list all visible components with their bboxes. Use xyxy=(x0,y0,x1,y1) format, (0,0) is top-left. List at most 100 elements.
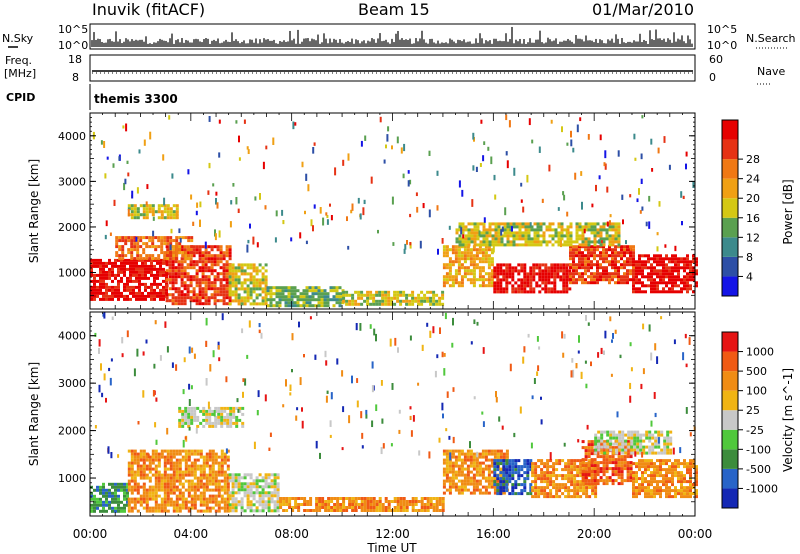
data-cell xyxy=(454,248,458,252)
data-cell xyxy=(384,299,388,303)
data-cell xyxy=(520,483,524,487)
data-cell xyxy=(481,470,485,474)
data-cell xyxy=(438,509,442,512)
data-cell xyxy=(210,263,214,267)
data-cell xyxy=(381,299,385,303)
data-cell xyxy=(229,412,233,416)
data-cell xyxy=(478,245,482,249)
colorbar-tick-label: 8 xyxy=(746,251,753,264)
data-cell xyxy=(595,184,597,192)
data-cell xyxy=(460,251,464,255)
data-cell xyxy=(90,258,93,262)
data-cell xyxy=(432,296,436,300)
data-cell xyxy=(487,278,491,282)
data-cell xyxy=(573,462,577,466)
data-cell xyxy=(518,234,522,238)
data-cell xyxy=(460,467,464,471)
data-cell xyxy=(166,473,170,477)
data-cell xyxy=(181,494,185,498)
data-cell xyxy=(521,234,525,238)
data-cell xyxy=(493,290,497,294)
data-cell xyxy=(130,491,134,495)
data-cell xyxy=(207,275,211,279)
data-cell xyxy=(131,190,134,199)
data-cell xyxy=(157,470,161,474)
data-cell xyxy=(540,486,544,490)
data-cell xyxy=(163,257,167,261)
data-cell xyxy=(557,234,561,238)
data-cell xyxy=(270,491,274,495)
data-cell xyxy=(496,459,500,463)
data-cell xyxy=(466,251,470,255)
data-cell xyxy=(469,263,473,267)
data-cell xyxy=(240,287,244,291)
data-cell xyxy=(108,273,111,277)
data-cell xyxy=(154,458,158,462)
data-cell xyxy=(196,479,200,483)
data-cell xyxy=(481,266,485,270)
data-cell xyxy=(632,269,635,273)
data-cell xyxy=(662,290,665,294)
data-cell xyxy=(414,296,418,300)
data-cell xyxy=(617,228,621,232)
data-cell xyxy=(261,509,265,513)
data-cell xyxy=(172,500,176,504)
data-cell xyxy=(520,290,524,294)
data-cell xyxy=(451,281,455,285)
data-cell xyxy=(614,231,618,235)
data-cell xyxy=(565,272,569,276)
data-cell xyxy=(160,449,164,453)
data-cell xyxy=(674,290,677,294)
data-cell xyxy=(114,494,117,498)
data-cell xyxy=(683,278,686,282)
data-cell xyxy=(154,210,158,214)
data-cell xyxy=(205,409,209,413)
data-cell xyxy=(135,236,138,242)
data-cell xyxy=(136,485,140,489)
data-cell xyxy=(175,485,179,489)
data-cell xyxy=(198,302,202,306)
data-cell xyxy=(599,231,603,235)
data-cell xyxy=(482,240,486,244)
data-cell xyxy=(399,503,403,506)
data-cell xyxy=(162,291,165,295)
data-cell xyxy=(183,272,187,276)
data-cell xyxy=(445,473,449,477)
data-cell xyxy=(261,290,265,294)
data-cell xyxy=(626,245,629,249)
data-cell xyxy=(506,160,509,169)
data-cell xyxy=(351,203,354,211)
data-cell xyxy=(220,412,224,416)
data-cell xyxy=(93,288,96,292)
data-cell xyxy=(582,492,586,496)
data-cell xyxy=(357,197,360,204)
data-cell xyxy=(470,228,474,232)
data-cell xyxy=(656,272,659,276)
data-cell xyxy=(578,260,581,264)
data-cell xyxy=(354,299,358,303)
data-cell xyxy=(114,291,117,295)
data-cell xyxy=(267,482,271,486)
data-cell xyxy=(472,257,476,261)
data-cell xyxy=(454,464,458,468)
data-cell xyxy=(175,458,179,462)
data-cell xyxy=(575,278,578,282)
data-cell xyxy=(305,286,309,290)
data-cell xyxy=(305,240,308,245)
data-cell xyxy=(211,452,215,456)
data-cell xyxy=(499,483,503,487)
data-cell xyxy=(442,479,446,483)
data-cell xyxy=(348,302,352,306)
data-cell xyxy=(511,287,515,291)
data-cell xyxy=(139,494,143,498)
data-cell xyxy=(127,207,131,211)
data-cell xyxy=(502,272,506,276)
data-cell xyxy=(496,284,500,288)
data-cell xyxy=(623,251,626,255)
data-cell xyxy=(180,263,184,267)
data-cell xyxy=(479,163,482,167)
data-cell xyxy=(526,281,530,285)
data-cell xyxy=(223,415,227,419)
